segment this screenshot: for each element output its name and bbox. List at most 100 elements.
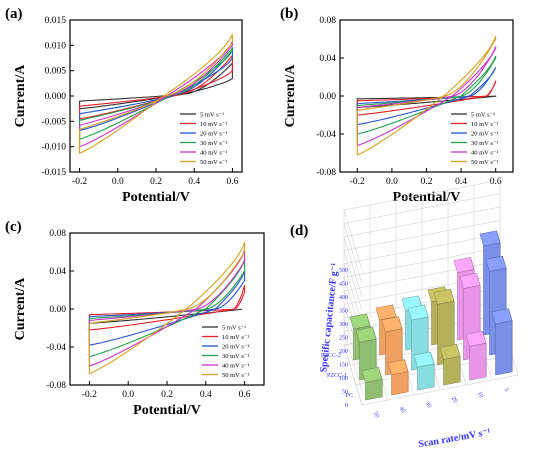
y-tick-label: -0.04 (46, 343, 66, 353)
cv-curve-2 (356, 80, 497, 116)
cv-curve-2 (88, 285, 246, 331)
legend-label: 50 mV s⁻¹ (471, 159, 498, 166)
panel-c: (c) -0.2 0.0 0.2 0.4 0.6 -0.08 -0.04 0.00 0.04 0.0… (5, 219, 265, 418)
y-tick-label: 0.000 (45, 92, 67, 102)
legend-label: 30 mV s⁻¹ (222, 353, 249, 360)
legend-label: 10 mV s⁻¹ (200, 121, 227, 128)
y-tick-label: 0.015 (45, 16, 67, 26)
legend-label: 10 mV s⁻¹ (222, 334, 249, 341)
x-axis-label: Potential/V (122, 190, 190, 205)
cv-curve-6 (88, 242, 246, 375)
y-tick-label: -0.005 (41, 117, 66, 127)
x-tick-label: 0.0 (122, 390, 134, 400)
cv-curve-4 (79, 46, 233, 140)
x-tick-label: 0.6 (490, 177, 502, 187)
cv-curve-6 (79, 33, 233, 155)
y-tick-label: -0.04 (316, 130, 336, 140)
legend-label: 20 mV s⁻¹ (471, 131, 498, 138)
cv-curve-4 (88, 259, 246, 358)
z-tick-label: 350 (339, 309, 348, 315)
bar-PC-20 (439, 344, 461, 386)
x-tick-label: 0.2 (421, 177, 433, 187)
z-tick-label: 450 (339, 282, 348, 288)
panel-label: (d) (290, 223, 308, 239)
z-tick-label: 200 (339, 349, 348, 355)
z-tick-label: 0 (345, 403, 348, 409)
x-tick-label: 0.4 (455, 177, 467, 187)
x-axis-label: Potential/V (393, 190, 461, 205)
panel-b: (b) -0.2 0.0 0.2 0.4 0.6 -0.08 -0.04 0.00 0.04 0.0… (280, 6, 514, 205)
legend-label: 30 mV s⁻¹ (200, 140, 227, 147)
y-tick-label: 0.005 (45, 67, 67, 77)
cv-curve-2 (79, 53, 233, 120)
y-axis-label: Current/A (283, 64, 298, 128)
y-tick-label: -0.010 (41, 143, 66, 153)
z-tick-label: 250 (339, 336, 348, 342)
cv-curve-1 (356, 95, 497, 108)
x-tick-label: 0.6 (227, 177, 239, 187)
legend-label: 30 mV s⁻¹ (471, 140, 498, 147)
bar-PC-40 (387, 359, 409, 396)
legend-label: 40 mV s⁻¹ (222, 363, 249, 370)
z-tick-label: 400 (339, 295, 348, 301)
scan-rate-tick-label: 50 (372, 411, 380, 419)
legend-label: 20 mV s⁻¹ (200, 131, 227, 138)
panel-label: (c) (5, 219, 22, 235)
x-tick-label: 0.2 (161, 390, 173, 400)
cv-curve-5 (356, 46, 497, 147)
z-tick-label: 500 (339, 268, 348, 274)
bar-PC-30 (413, 351, 435, 391)
y-axis-label: Current/A (13, 277, 28, 341)
y-tick-label: 0.04 (319, 54, 336, 64)
x-tick-label: -0.2 (72, 177, 87, 187)
depth-label: PZCC-1 (327, 373, 347, 379)
scan-rate-tick-label: 30 (424, 401, 432, 409)
cv-curve-1 (79, 61, 233, 110)
cv-curve-3 (356, 67, 497, 126)
y-tick-label: 0.08 (319, 16, 336, 26)
bar-PC-5 (491, 308, 513, 376)
panel-label: (b) (280, 6, 298, 22)
y-tick-label: -0.015 (41, 168, 66, 178)
bar-PC-50 (361, 367, 383, 401)
x-tick-label: 0.0 (386, 177, 398, 187)
panel-a: (a) -0.2 0.0 0.2 0.4 0.6 -0.015 -0.010 -0.005 0.0… (5, 6, 243, 205)
panel-label: (a) (5, 6, 23, 22)
x-tick-label: 0.6 (239, 390, 251, 400)
x-tick-label: -0.2 (350, 177, 365, 187)
x-tick-label: -0.2 (82, 390, 97, 400)
y-tick-label: 0.08 (49, 229, 66, 239)
depth-label: PZCC-2 (321, 353, 341, 359)
cv-curve-3 (79, 48, 233, 132)
legend-label: 40 mV s⁻¹ (200, 150, 227, 157)
scan-rate-tick-label: 40 (398, 406, 406, 414)
scan-rate-tick-label: 5 (503, 387, 510, 393)
y-tick-label: -0.08 (316, 168, 336, 178)
x-tick-label: 0.0 (112, 177, 124, 187)
bar-PC-10 (465, 330, 487, 381)
x-axis-label: Potential/V (133, 403, 201, 418)
z-tick-label: 100 (339, 376, 348, 382)
legend-label: 50 mV s⁻¹ (200, 159, 227, 166)
cv-curve-4 (356, 55, 497, 135)
legend-label: 5 mV s⁻¹ (200, 112, 224, 119)
z-tick-label: 50 (342, 390, 348, 396)
depth-label: PC (346, 393, 353, 399)
z-tick-label: 300 (339, 322, 348, 328)
x-tick-label: 0.2 (150, 177, 162, 187)
legend-label: 50 mV s⁻¹ (222, 372, 249, 379)
scan-rate-tick-label: 20 (450, 396, 458, 404)
y-tick-label: 0.00 (49, 305, 66, 315)
legend-label: 20 mV s⁻¹ (222, 344, 249, 351)
scan-rate-tick-label: 10 (476, 391, 484, 399)
legend-label: 10 mV s⁻¹ (471, 121, 498, 128)
legend-label: 5 mV s⁻¹ (222, 325, 246, 332)
x-axis-label: Scan rate/mV s⁻¹ (418, 427, 492, 451)
y-tick-label: 0.010 (45, 41, 67, 51)
x-tick-label: 0.4 (188, 177, 200, 187)
cv-curve-6 (356, 35, 497, 156)
y-tick-label: 0.04 (49, 267, 66, 277)
legend-label: 5 mV s⁻¹ (471, 112, 495, 119)
z-tick-label: 150 (339, 363, 348, 369)
